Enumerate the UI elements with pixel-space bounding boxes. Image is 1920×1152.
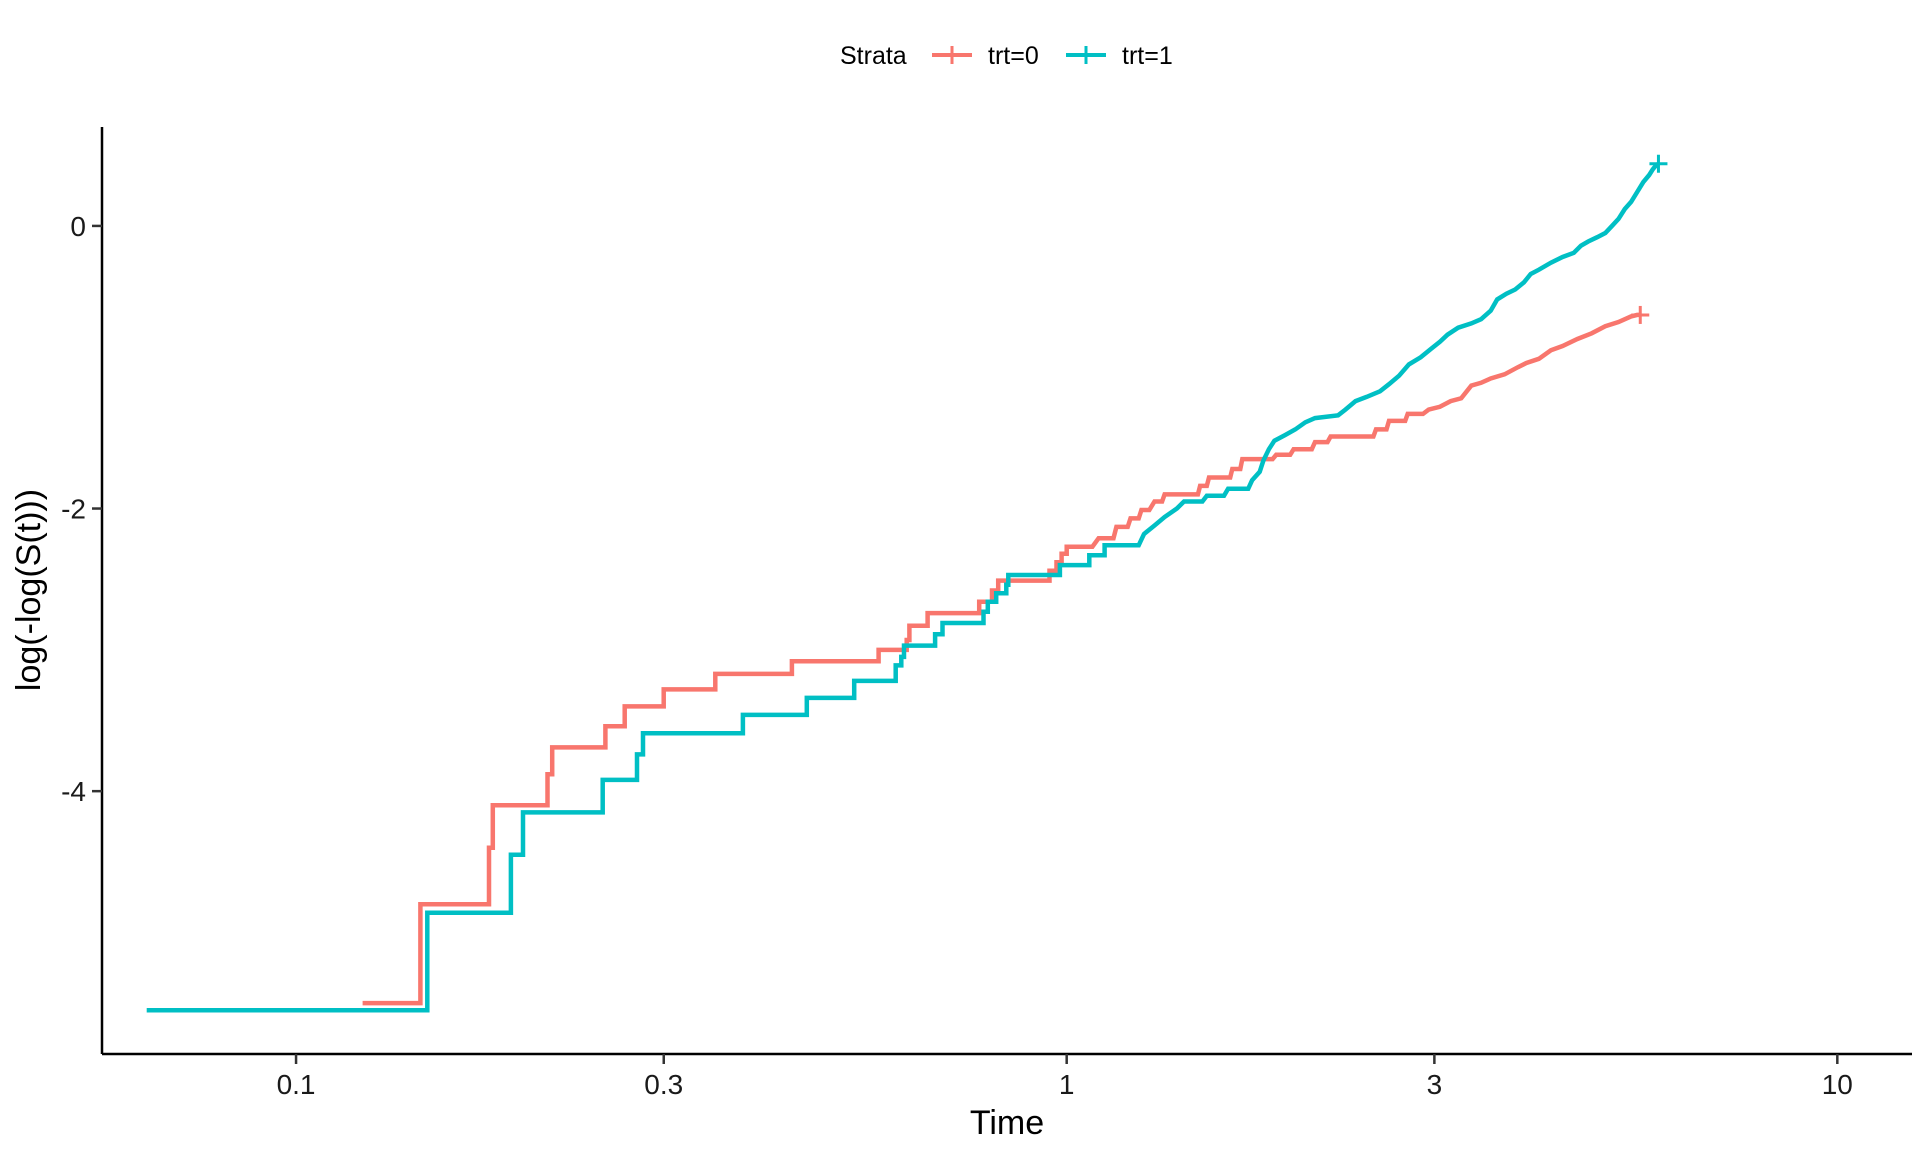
series-line-trt=1 (146, 161, 1660, 1013)
x-axis-title: Time (970, 1104, 1044, 1142)
x-tick-label: 3 (1427, 1069, 1443, 1100)
legend-label-trt1: trt=1 (1122, 42, 1173, 70)
x-tick-label: 1 (1059, 1069, 1075, 1100)
x-tick-label: 0.1 (277, 1069, 316, 1100)
legend-key-trt0 (932, 46, 972, 64)
series-line-trt=0 (362, 312, 1641, 1006)
axes: 0.1 0.3 1 3 10 0 -2 -4 (61, 127, 1912, 1100)
x-ticks: 0.1 0.3 1 3 10 (277, 1054, 1853, 1100)
x-tick-label: 0.3 (644, 1069, 683, 1100)
y-tick-label: -2 (61, 494, 86, 525)
y-tick-label: -4 (61, 776, 86, 807)
plot-area (146, 154, 1668, 1013)
legend-title: Strata (840, 42, 907, 70)
legend-label-trt0: trt=0 (988, 42, 1039, 70)
y-ticks: 0 -2 -4 (61, 211, 102, 807)
y-tick-label: 0 (70, 211, 86, 242)
x-tick-label: 10 (1822, 1069, 1853, 1100)
legend-key-trt1 (1066, 46, 1106, 64)
legend: Strata trt=0 trt=1 (840, 42, 1173, 70)
y-axis-title: log(-log(S(t))) (10, 489, 48, 691)
